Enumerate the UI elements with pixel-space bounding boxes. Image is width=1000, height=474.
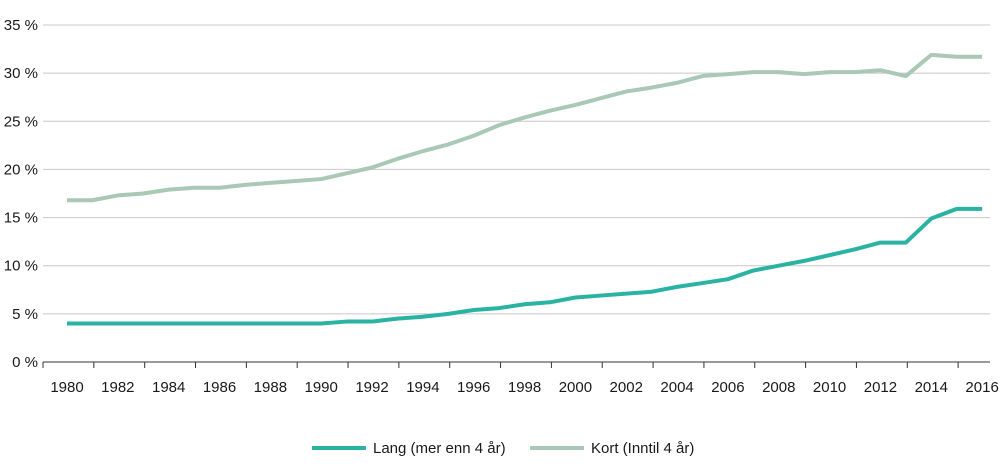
axes	[42, 361, 990, 368]
x-tick-label: 1990	[305, 379, 338, 396]
y-tick-label: 25 %	[4, 113, 38, 130]
y-tick-label: 20 %	[4, 161, 38, 178]
x-tick-label: 1996	[457, 379, 490, 396]
x-tick-label: 1998	[508, 379, 541, 396]
legend: Lang (mer enn 4 år) Kort (Inntil 4 år)	[312, 440, 694, 457]
x-tick-label: 1986	[203, 379, 236, 396]
x-tick-label: 1980	[50, 379, 83, 396]
y-tick-label: 30 %	[4, 65, 38, 82]
x-tick-label: 1988	[254, 379, 287, 396]
x-axis-tick-labels: 1980 1982 1984 1986 1988 1990 1992 1994 1996 1998…	[50, 379, 998, 396]
x-tick-label: 2004	[660, 379, 693, 396]
y-tick-label: 10 %	[4, 258, 38, 275]
x-tick-label: 1994	[406, 379, 439, 396]
legend-label-lang: Lang (mer enn 4 år)	[373, 440, 506, 457]
x-tick-label: 1992	[355, 379, 388, 396]
x-tick-label: 1982	[101, 379, 134, 396]
x-tick-label: 1984	[152, 379, 185, 396]
x-tick-label: 2014	[915, 379, 948, 396]
y-tick-label: 5 %	[12, 306, 38, 323]
series-line-lang	[67, 206, 983, 326]
x-tick-label: 2006	[711, 379, 744, 396]
x-tick-label: 2010	[813, 379, 846, 396]
x-tick-label: 2000	[559, 379, 592, 396]
x-tick-label: 2016	[965, 379, 998, 396]
y-axis-tick-labels: 0 % 5 % 10 % 15 % 20 % 25 % 30 % 35 %	[4, 17, 38, 371]
gridlines	[43, 24, 990, 315]
series-lines	[67, 52, 983, 326]
y-tick-label: 35 %	[4, 17, 38, 34]
y-tick-label: 0 %	[12, 354, 38, 371]
series-line-kort	[67, 52, 983, 203]
y-tick-label: 15 %	[4, 210, 38, 227]
x-tick-label: 2008	[762, 379, 795, 396]
x-tick-label: 2012	[864, 379, 897, 396]
legend-label-kort: Kort (Inntil 4 år)	[591, 440, 694, 457]
x-tick-label: 2002	[610, 379, 643, 396]
